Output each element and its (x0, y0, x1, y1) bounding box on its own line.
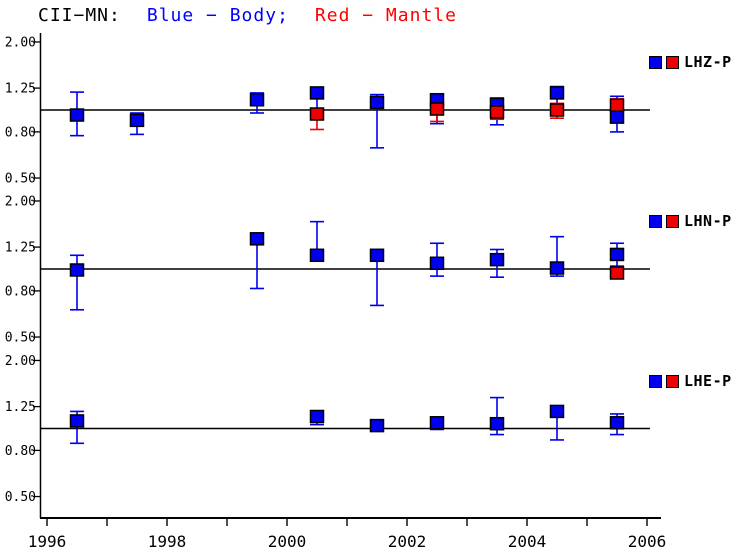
y-tick-label: 0.50 (5, 172, 36, 187)
body-marker (549, 86, 565, 100)
y-tick-label: 2.00 (5, 35, 36, 50)
y-tick-label: 0.50 (5, 331, 36, 346)
body-marker (369, 248, 385, 263)
body-marker (69, 108, 85, 122)
y-tick-label: 2.00 (5, 194, 36, 209)
body-marker (129, 113, 145, 128)
mantle-marker (609, 266, 625, 280)
body-marker (609, 110, 625, 124)
mantle-marker (429, 102, 445, 116)
legend-lhz: LHZ-P (649, 53, 732, 71)
body-marker (609, 247, 625, 262)
mantle-marker (309, 107, 325, 121)
mantle-marker (609, 98, 625, 112)
x-tick-label: 1996 (28, 532, 67, 551)
title-station: CII−MN: (38, 5, 121, 26)
body-marker (249, 232, 265, 246)
y-tick-label: 0.80 (5, 284, 36, 299)
body-marker (69, 263, 85, 277)
legend-lhe-label: LHE-P (684, 372, 732, 390)
body-marker (309, 409, 325, 424)
body-marker (249, 93, 265, 107)
mantle-swatch-icon (666, 214, 679, 228)
body-marker (69, 414, 85, 428)
mantle-marker (549, 103, 565, 117)
legend-lhe: LHE-P (649, 372, 732, 390)
chart-title: CII−MN: Blue − Body; Red − Mantle (38, 5, 457, 27)
legend-lhn-label: LHN-P (684, 212, 732, 230)
y-tick-label: 2.00 (5, 354, 36, 369)
y-tick-label: 0.50 (5, 490, 36, 505)
title-body-legend: Blue − Body; (146, 5, 289, 26)
title-mantle-legend: Red − Mantle (314, 5, 457, 26)
body-marker (549, 404, 565, 419)
y-tick-label: 1.25 (5, 400, 36, 415)
y-tick-label: 0.80 (5, 125, 36, 140)
x-tick-label: 2000 (268, 532, 307, 551)
body-swatch-icon (649, 55, 662, 69)
legend-lhz-label: LHZ-P (684, 53, 732, 71)
mantle-swatch-icon (666, 55, 679, 69)
y-tick-label: 0.80 (5, 444, 36, 459)
body-marker (489, 252, 505, 267)
body-marker (309, 248, 325, 263)
body-marker (429, 256, 445, 271)
x-tick-label: 2002 (388, 532, 427, 551)
mantle-marker (489, 105, 505, 119)
mantle-swatch-icon (666, 374, 679, 388)
body-swatch-icon (649, 214, 662, 228)
body-marker (429, 416, 445, 430)
y-tick-label: 1.25 (5, 82, 36, 97)
x-tick-label: 2006 (628, 532, 667, 551)
y-tick-label: 1.25 (5, 241, 36, 256)
body-marker (549, 261, 565, 275)
body-swatch-icon (649, 374, 662, 388)
legend-lhn: LHN-P (649, 212, 732, 230)
x-tick-label: 2004 (508, 532, 547, 551)
body-marker (489, 416, 505, 431)
body-marker (369, 418, 385, 433)
body-marker (369, 95, 385, 110)
body-marker (609, 416, 625, 430)
body-marker (309, 86, 325, 100)
x-tick-label: 1998 (148, 532, 187, 551)
